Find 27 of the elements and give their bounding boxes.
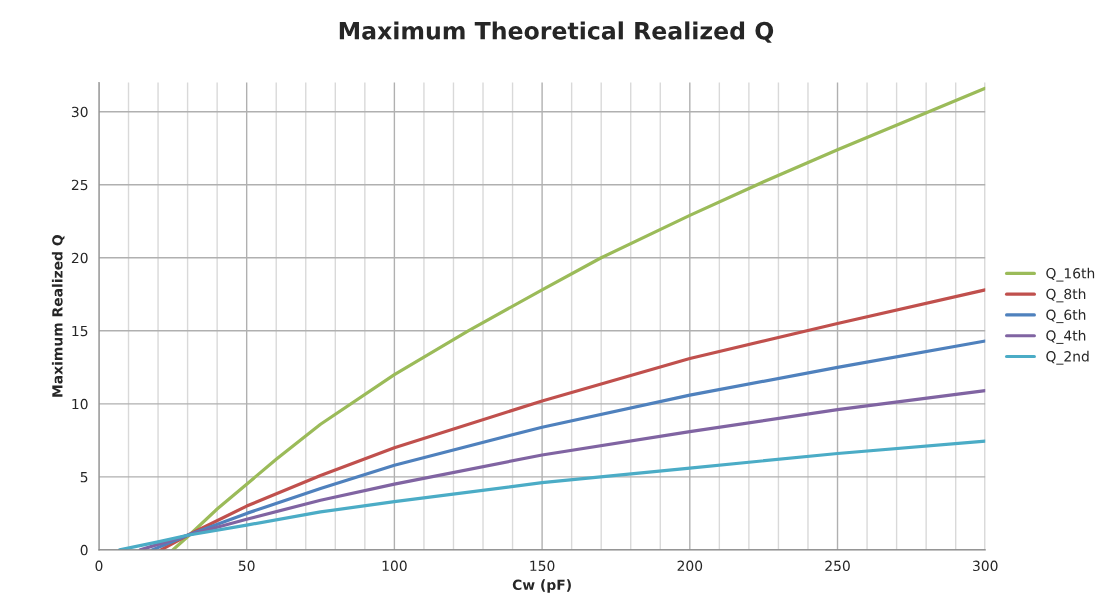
x-axis-title: Cw (pF) <box>512 579 571 593</box>
y-tick-label: 15 <box>72 325 88 337</box>
y-tick-label: 5 <box>80 472 88 483</box>
y-axis-title: Maximum Realized Q <box>51 235 65 397</box>
x-tick-label: 100 <box>382 560 407 572</box>
y-tick-label: 20 <box>71 252 88 264</box>
y-tick-label: 30 <box>71 106 88 118</box>
x-tick-label: 0 <box>95 560 103 572</box>
x-tick-label: 250 <box>825 560 850 572</box>
y-tick-label: 0 <box>80 544 88 556</box>
legend-label: Q_8th <box>1046 288 1086 303</box>
y-tick-label: 25 <box>71 179 88 191</box>
chart-title: Maximum Theoretical Realized Q <box>339 21 774 43</box>
line-series <box>138 389 986 550</box>
x-tick-label: 300 <box>973 560 998 572</box>
line-series <box>171 86 986 550</box>
x-tick-label: 150 <box>530 560 555 572</box>
x-tick-label: 200 <box>677 560 703 572</box>
line-series <box>118 439 986 550</box>
line-series <box>150 339 986 550</box>
legend-label: Q_16th <box>1046 267 1095 282</box>
legend-label: Q_6th <box>1046 309 1086 324</box>
x-tick-label: 50 <box>238 560 255 572</box>
y-tick-label: 10 <box>72 398 88 410</box>
line-series <box>159 288 986 550</box>
legend-label: Q_4th <box>1046 330 1086 344</box>
legend-label: Q_2nd <box>1046 350 1089 365</box>
